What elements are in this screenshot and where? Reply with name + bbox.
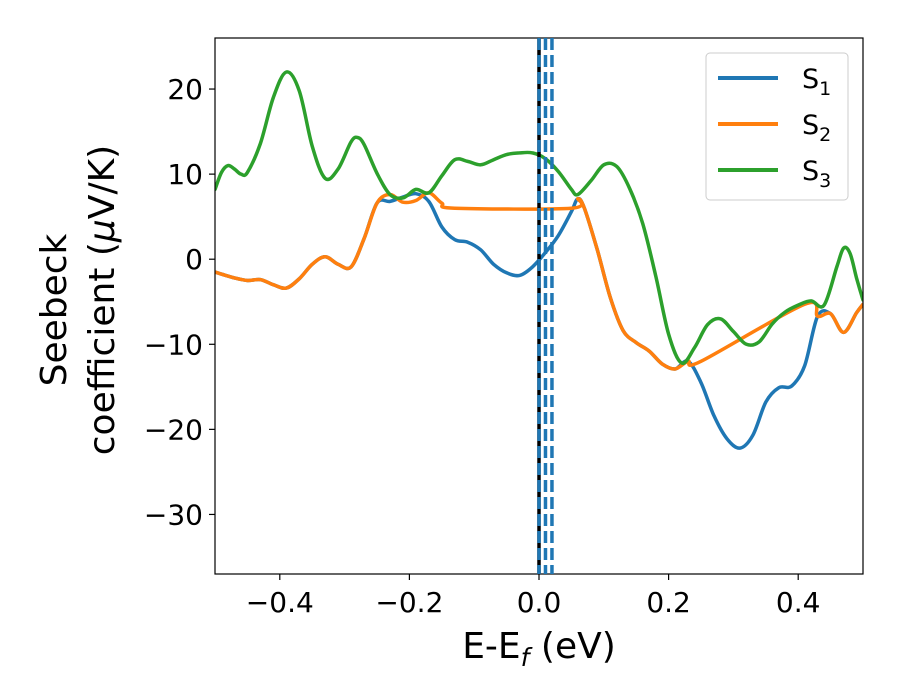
x-tick-label: −0.4	[246, 586, 314, 619]
legend-label-s2: S2	[802, 110, 831, 146]
x-tick-label: 0.4	[776, 586, 821, 619]
y-axis-ticks: 20 10 0 −10 −20 −30	[144, 73, 215, 531]
x-axis-label-main: E-E	[462, 626, 520, 667]
legend-entries: S1 S2 S3	[718, 64, 831, 192]
y-axis-label-suffix: V/K)	[82, 145, 123, 219]
y-axis-label-line2: coefficient (μV/K)	[82, 145, 123, 455]
y-axis-label-group: Seebeck coefficient (μV/K)	[34, 145, 123, 455]
x-axis-label-unit: (eV)	[529, 626, 615, 667]
y-tick-label: 20	[167, 73, 203, 106]
y-tick-label: −20	[144, 413, 203, 446]
y-axis-label-prefix: coefficient (	[82, 242, 123, 455]
x-axis-label: E-Ef (eV)	[462, 626, 616, 672]
vertical-lines-group	[537, 38, 554, 574]
x-axis-ticks: −0.4 −0.2 0.0 0.2 0.4	[246, 574, 821, 619]
x-tick-label: −0.2	[375, 586, 443, 619]
legend: S1 S2 S3	[705, 52, 849, 201]
legend-label-s3: S3	[802, 156, 831, 192]
y-tick-label: −30	[144, 498, 203, 531]
x-tick-label: 0.0	[517, 586, 562, 619]
series-line-s2	[215, 191, 863, 371]
y-tick-label: 10	[167, 158, 203, 191]
series-line-s3	[215, 70, 863, 365]
y-axis-label-line1: Seebeck	[34, 233, 75, 386]
legend-label-s1: S1	[802, 64, 831, 100]
y-tick-label: −10	[144, 328, 203, 361]
y-tick-label: 0	[185, 243, 203, 276]
y-axis-label-mu: μ	[82, 219, 123, 243]
x-tick-label: 0.2	[646, 586, 691, 619]
legend-box	[705, 52, 849, 201]
